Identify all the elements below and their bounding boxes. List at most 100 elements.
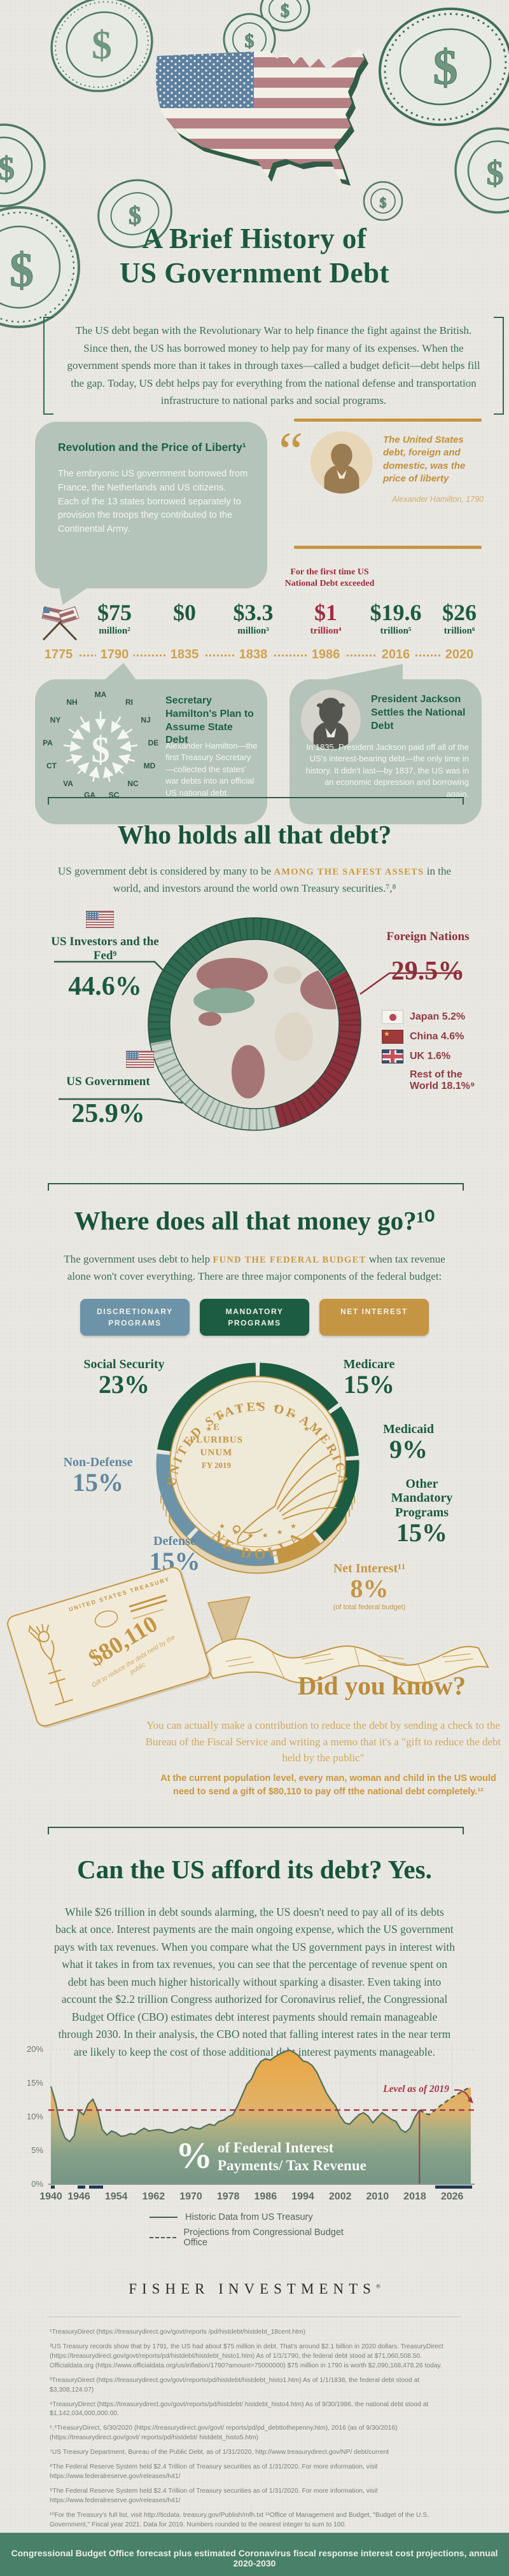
first-time-note: For the first time US National Debt exce…: [284, 567, 375, 589]
timeline-unit: trillion⁶: [443, 626, 475, 636]
registered-mark-icon: ®: [375, 2283, 380, 2290]
coin-icon: $: [0, 123, 46, 207]
axis-marker: [78, 2185, 85, 2189]
svg-text:★: ★: [273, 1404, 279, 1411]
foreign-nations-label: Foreign Nations 29.5%: [382, 930, 474, 986]
timeline-year: 1838: [234, 647, 272, 662]
timeline-year: 2016: [377, 647, 415, 662]
label-text: Net Interest¹¹: [333, 1562, 406, 1575]
svg-text:★: ★: [254, 1401, 261, 1408]
budget-title: Where does all that money go?¹⁰: [74, 1206, 435, 1235]
footnote: ¹TreasuryDirect (https://treasurydirect.…: [50, 2329, 305, 2336]
chart-label-pct: %: [176, 2135, 213, 2176]
ribbon-of-bills: [200, 1596, 489, 1684]
footnote: ⁴TreasuryDirect (https://treasurydirect.…: [50, 2400, 429, 2418]
svg-text:$: $: [281, 1, 289, 21]
svg-text:$: $: [433, 39, 458, 95]
state-label: VA: [63, 779, 73, 788]
svg-text:1962: 1962: [143, 2191, 165, 2202]
coin-icon: $: [260, 0, 310, 32]
timeline-entry: $1 trillion⁴: [310, 601, 342, 637]
svg-text:$: $: [92, 22, 112, 67]
us-government-label: US Government 25.9%: [48, 1075, 169, 1128]
hamilton-quote: The United States debt, foreign and dome…: [288, 419, 486, 565]
state-label: NH: [66, 698, 77, 707]
legend-label: China 4.6%: [410, 1031, 464, 1042]
state-label: NY: [50, 716, 61, 724]
china-flag-icon: [382, 1030, 403, 1044]
timeline-unit: trillion⁴: [310, 626, 342, 636]
timeline-year: 1835: [165, 647, 204, 662]
jackson-callout: President Jackson Settles the National D…: [289, 664, 482, 824]
label-pct: 25.9%: [71, 1098, 145, 1128]
legend-label: Rest of the World 18.1%⁹: [410, 1069, 475, 1091]
timeline-unit: trillion⁵: [380, 626, 412, 636]
brand-name: Fisher Investments: [129, 2281, 376, 2297]
legend-label: UK 1.6%: [410, 1051, 451, 1062]
us-map-flag: [156, 48, 368, 186]
who-holds-subtitle: US government debt is considered by many…: [51, 862, 458, 897]
world-map: [193, 958, 338, 1098]
svg-text:1940: 1940: [39, 2191, 62, 2202]
timeline-value: $0: [173, 600, 196, 625]
page-title: A Brief History of US Government Debt: [0, 221, 509, 290]
coin-icon: $: [454, 127, 509, 214]
jackson-portrait: [301, 689, 361, 749]
medicaid-label: Medicaid 9%: [364, 1422, 453, 1463]
budget-legend-button: MANDATORY PROGRAMS: [200, 1299, 309, 1336]
label-text: Social Security: [83, 1357, 165, 1371]
decorative-header-coins: $ $ $ $ $ $ $: [0, 0, 509, 328]
donut-segment: [150, 1039, 280, 1130]
footnote: ²US Treasury records show that by 1791, …: [50, 2343, 443, 2369]
interest-payments-area-chart: 1940 1946 1954 1962 1970 1978 1986 1994 2002 2010…: [27, 2044, 475, 2202]
legend-item: Rest of the World 18.1%⁹: [382, 1069, 484, 1092]
jackson-body: In 1835, President Jackson paid off all …: [305, 742, 469, 799]
did-you-know-body: You can actually make a contribution to …: [145, 1719, 501, 1764]
label-pct: 44.6%: [68, 971, 142, 1001]
svg-text:★: ★: [290, 1412, 296, 1420]
hamilton-portrait: [310, 431, 373, 494]
did-you-know-callout: At the current population level, every m…: [160, 1773, 496, 1797]
state-label: MD: [144, 761, 156, 770]
chart-label-line1: of Federal Interest: [218, 2140, 334, 2156]
footnote: ⁵,⁶TreasuryDirect, 6/30/2020 (https://tr…: [50, 2425, 398, 2442]
coin-motto: E: [213, 1422, 220, 1432]
net-interest-label: Net Interest¹¹ 8% (of total federal budg…: [317, 1562, 422, 1611]
legend-label: Japan 5.2%: [410, 1011, 466, 1022]
label-pct: 15%: [344, 1370, 394, 1399]
donut-segment: [274, 971, 361, 1128]
legend-item: UK 1.6%: [382, 1049, 484, 1063]
brand-logo: Fisher Investments®: [0, 2281, 509, 2297]
non-defense-label: Non-Defense 15%: [50, 1455, 146, 1496]
coin-motto: UNUM: [200, 1448, 233, 1458]
timeline-unit: million²: [99, 626, 130, 636]
svg-text:$: $: [0, 151, 15, 187]
intro-paragraph: The US debt began with the Revolutionary…: [43, 317, 504, 415]
svg-text:2018: 2018: [403, 2191, 426, 2202]
budget-legend: DISCRETIONARY PROGRAMS MANDATORY PROGRAMS…: [0, 1299, 509, 1336]
budget-ring-segment: [259, 1362, 339, 1411]
timeline-year: 1986: [307, 647, 345, 662]
label-note: (of total federal budget): [333, 1603, 406, 1612]
timeline-entry: $0: [173, 601, 196, 624]
footer-band: Congressional Budget Office forecast plu…: [0, 2533, 509, 2576]
social-security-label: Social Security 23%: [70, 1357, 178, 1398]
label-pct: 8%: [350, 1574, 389, 1603]
state-label: NJ: [141, 716, 150, 724]
projection-line: [419, 2086, 471, 2116]
budget-ring-segment: [190, 1529, 275, 1566]
budget-subtitle: The government uses debt to help FUND TH…: [51, 1250, 458, 1285]
us-flag-icon: [86, 911, 114, 928]
coin-icon: $: [378, 7, 509, 127]
coin-motto: PLURIBUS: [190, 1435, 243, 1445]
quote-attribution: Alexander Hamilton, 1790: [392, 495, 484, 504]
dashed-line-icon: [150, 2237, 176, 2238]
level-2019-annotation: Level as of 2019: [383, 2084, 449, 2095]
state-label: DE: [148, 738, 159, 747]
svg-text:1970: 1970: [179, 2191, 202, 2202]
treasury-check: UNITED STATES TREASURY $80,110 Gift to r…: [4, 1565, 213, 1729]
area-fill: [51, 2050, 471, 2184]
statue-of-liberty-icon: [28, 1624, 73, 1706]
